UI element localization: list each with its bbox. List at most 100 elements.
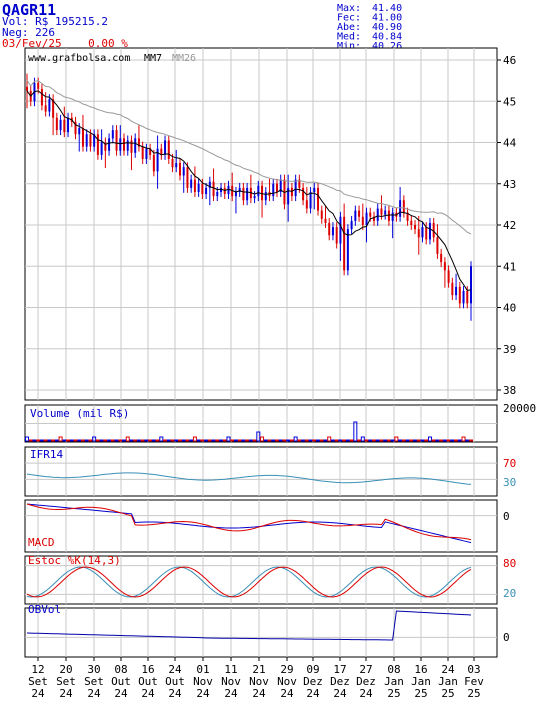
volume-bar	[338, 439, 343, 442]
volume-bar	[278, 439, 283, 442]
volume-bar	[110, 439, 115, 442]
ma26-legend: MM26	[172, 53, 196, 64]
volume-bar	[207, 439, 212, 442]
x-axis-label: 08	[387, 663, 400, 676]
volume-bar	[43, 439, 48, 442]
ma26-line	[26, 80, 472, 235]
volume-bar	[136, 439, 141, 442]
x-axis-label: 24	[280, 687, 294, 700]
x-axis-label: Fev	[464, 675, 484, 688]
volume-bar	[233, 439, 238, 442]
price-axis-tick: 42	[503, 219, 516, 232]
candle-body	[313, 187, 316, 192]
candle-body	[343, 216, 346, 271]
volume-bar	[144, 439, 149, 442]
volume-bar	[25, 436, 29, 442]
volume-bar	[99, 439, 104, 442]
candle-body	[242, 187, 245, 201]
volume-bar	[409, 439, 414, 442]
volume-bar	[73, 439, 78, 442]
candle-body	[399, 200, 402, 217]
volume-bar	[308, 439, 313, 442]
x-axis-label: Dez	[303, 675, 323, 688]
candle-body	[238, 187, 241, 192]
stoch-d-line	[26, 566, 472, 598]
candle-body	[443, 262, 446, 271]
volume-bar	[319, 439, 324, 442]
candle-body	[455, 286, 458, 296]
price-axis-tick: 40	[503, 302, 516, 315]
candle-body	[108, 138, 111, 151]
volume-bar	[256, 431, 261, 442]
macd-signal-line	[26, 503, 472, 541]
volume-bar	[323, 439, 328, 442]
volume-bar	[36, 439, 41, 442]
x-axis-label: 12	[31, 663, 44, 676]
volume-bar	[129, 439, 134, 442]
candle-body	[402, 200, 405, 213]
stat-label: Med:	[337, 32, 361, 43]
candle-body	[436, 237, 439, 254]
date-change: 03/Fev/25 0.00 %	[2, 37, 128, 50]
volume-bar	[353, 421, 358, 442]
volume-bar	[267, 439, 272, 442]
volume-bar	[260, 436, 265, 442]
volume-bar	[368, 439, 373, 442]
candle-body	[391, 212, 394, 221]
volume-bar	[62, 439, 67, 442]
volume-bar	[390, 439, 395, 442]
price-axis-tick: 43	[503, 178, 516, 191]
candle-body	[100, 142, 103, 155]
volume-bar	[274, 439, 279, 442]
x-axis-label: 24	[306, 687, 320, 700]
candle-body	[432, 222, 435, 238]
ifr-line	[26, 472, 472, 485]
volume-bar	[103, 439, 108, 442]
candle-body	[193, 179, 196, 192]
volume-bar	[386, 439, 391, 442]
volume-bar	[394, 436, 399, 442]
candle-body	[96, 134, 99, 155]
candle-body	[421, 227, 424, 238]
candle-body	[302, 187, 305, 201]
candle-body	[220, 187, 223, 192]
volume-bar	[77, 439, 82, 442]
macd-line	[26, 503, 472, 544]
candle-body	[246, 187, 249, 201]
x-axis-label: 03	[467, 663, 480, 676]
stat-value: 40.26	[372, 41, 402, 52]
price-stats: Max: 41.40 Fec: 41.00 Abe: 40.90 Med: 40.84 Min:…	[337, 3, 402, 52]
candle-body	[440, 253, 443, 263]
candle-body	[186, 167, 189, 188]
x-axis-label: Set	[84, 675, 104, 688]
volume-bar	[316, 439, 321, 442]
volume-panel-label: Volume (mil R$)	[30, 407, 129, 420]
candle-body	[175, 163, 178, 168]
volume-bar	[88, 439, 93, 442]
volume-bar	[383, 439, 388, 442]
volume-bar	[84, 439, 89, 442]
candle-body	[451, 282, 454, 296]
x-axis-label: Nov	[249, 675, 269, 688]
x-axis-label: 25	[387, 687, 400, 700]
candle-body	[208, 181, 211, 188]
ifr-axis-tick-30: 30	[503, 476, 516, 489]
volume-bar	[416, 439, 421, 442]
x-axis-label: 11	[224, 663, 237, 676]
candle-body	[298, 179, 301, 188]
volume-bar	[69, 439, 74, 442]
candle-body	[44, 105, 47, 112]
volume-bar	[219, 439, 224, 442]
volume-bar	[222, 439, 227, 442]
x-axis-label: 24	[333, 687, 347, 700]
candle-body	[164, 140, 167, 155]
x-axis-label: 09	[306, 663, 319, 676]
volume-bar	[289, 439, 294, 442]
ifr-panel-label: IFR14	[30, 448, 63, 461]
candle-body	[354, 210, 357, 221]
price-axis-tick: 44	[503, 137, 517, 150]
candle-body	[410, 220, 413, 225]
candle-body	[81, 128, 84, 147]
candle-body	[309, 192, 312, 209]
x-axis-label: 08	[114, 663, 127, 676]
